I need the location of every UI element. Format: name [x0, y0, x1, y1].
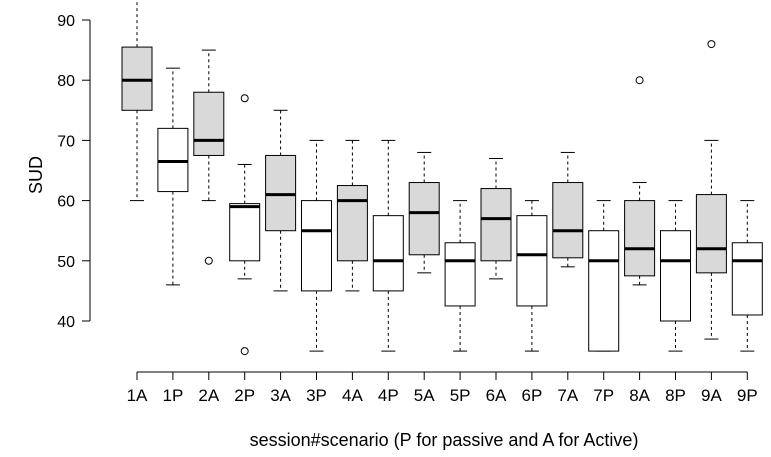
- x-tick-label: 1P: [163, 386, 184, 405]
- outlier-point: [707, 40, 716, 49]
- box-9P: [731, 200, 763, 352]
- x-tick-label: 7P: [593, 386, 614, 405]
- x-tick-label: 6A: [486, 386, 507, 405]
- box-2P: [229, 94, 261, 356]
- box-4A: [336, 139, 368, 292]
- box-iqr: [336, 185, 368, 262]
- box-iqr: [265, 154, 297, 232]
- y-tick-label: 60: [57, 194, 75, 211]
- box-1P: [157, 67, 189, 286]
- x-tick-label: 2A: [198, 386, 219, 405]
- box-iqr: [372, 215, 404, 292]
- x-tick-label: 3A: [270, 386, 291, 405]
- outlier-point: [240, 347, 249, 356]
- box-iqr: [624, 200, 656, 277]
- box-iqr: [193, 91, 225, 156]
- outlier-point: [240, 94, 249, 103]
- box-iqr: [588, 230, 620, 352]
- box-iqr: [480, 188, 512, 262]
- box-iqr: [516, 215, 548, 307]
- x-tick-label: 5A: [414, 386, 435, 405]
- x-tick-label: 4P: [378, 386, 399, 405]
- box-1A: [121, 0, 153, 202]
- x-axis-title: session#scenario (P for passive and A fo…: [250, 430, 639, 450]
- box-3P: [301, 139, 332, 352]
- box-2A: [193, 49, 225, 265]
- box-8P: [660, 200, 691, 352]
- y-tick-label: 90: [57, 13, 75, 30]
- y-axis: 40 50 60 70 80 90: [57, 13, 91, 331]
- x-tick-label: 2P: [234, 386, 255, 405]
- x-tick-label: 7A: [557, 386, 578, 405]
- y-tick-label: 80: [57, 73, 75, 90]
- box-7P: [588, 200, 620, 352]
- box-iqr: [695, 194, 727, 274]
- x-tick-label: 5P: [450, 386, 471, 405]
- box-iqr: [552, 182, 584, 259]
- box-iqr: [731, 242, 763, 316]
- x-tick-label: 6P: [522, 386, 543, 405]
- x-axis: 1A 1P 2A 2P 3A 3P 4A 4P 5A 5P 6A 6P 7A 7P 8A 8P 9A 9P: [127, 371, 758, 405]
- x-tick-label: 9P: [737, 386, 758, 405]
- y-tick-label: 40: [57, 314, 75, 331]
- outlier-point: [204, 256, 213, 265]
- box-iqr: [301, 200, 332, 292]
- boxplot-series: [121, 0, 763, 356]
- box-iqr: [229, 203, 261, 262]
- box-iqr: [157, 127, 189, 193]
- box-6A: [480, 157, 512, 280]
- x-tick-label: 4A: [342, 386, 363, 405]
- x-tick-label: 8A: [629, 386, 650, 405]
- box-6P: [516, 200, 548, 352]
- outlier-point: [635, 76, 644, 85]
- box-5P: [444, 200, 476, 352]
- x-tick-label: 3P: [306, 386, 327, 405]
- box-7A: [552, 151, 584, 268]
- y-axis-title: SUD: [26, 156, 46, 194]
- x-tick-label: 9A: [701, 386, 722, 405]
- box-5A: [408, 151, 440, 274]
- y-tick-label: 50: [57, 254, 75, 271]
- box-iqr: [444, 242, 476, 307]
- box-iqr: [408, 182, 440, 256]
- box-4P: [372, 139, 404, 352]
- box-iqr: [121, 46, 153, 111]
- y-tick-label: 70: [57, 133, 75, 150]
- x-tick-label: 8P: [665, 386, 686, 405]
- x-tick-label: 1A: [127, 386, 148, 405]
- box-3A: [265, 109, 297, 292]
- box-8A: [624, 76, 656, 286]
- box-iqr: [660, 230, 691, 322]
- box-9A: [695, 40, 727, 340]
